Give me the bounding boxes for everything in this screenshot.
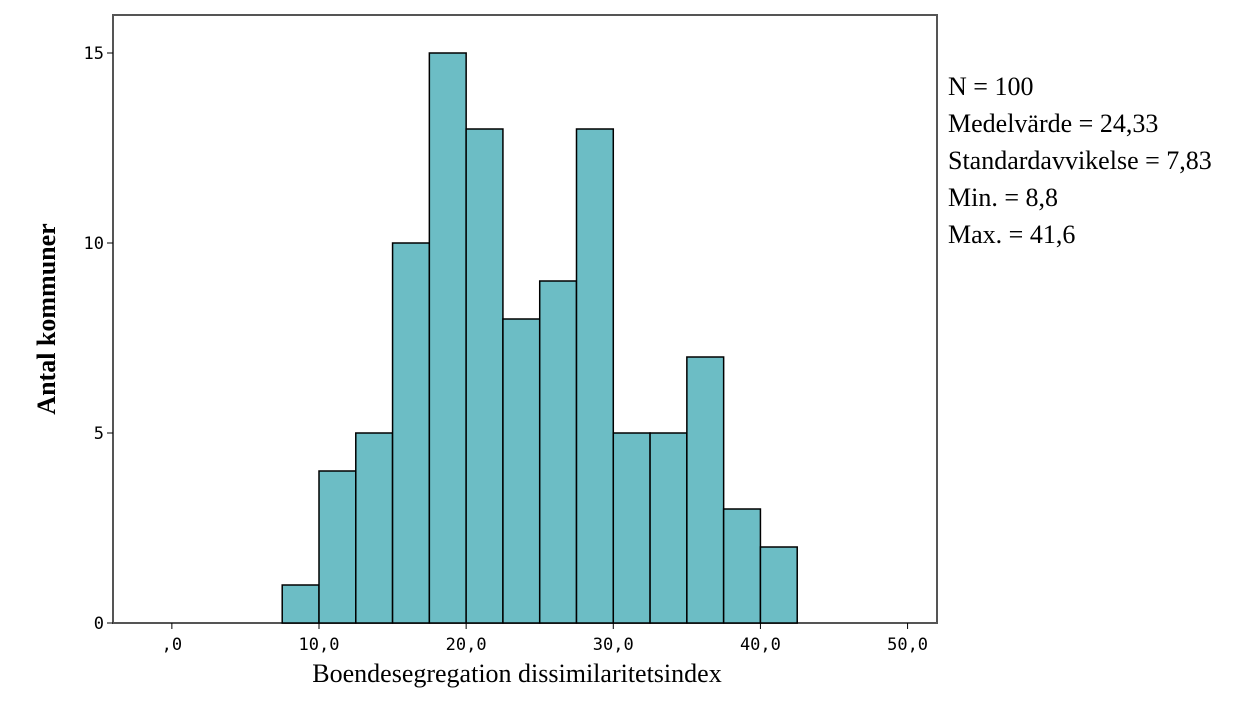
stat-std: Standardavvikelse = 7,83 (948, 146, 1212, 175)
stat-n: N = 100 (948, 72, 1034, 101)
x-axis-label: Boendesegregation dissimilaritetsindex (312, 659, 721, 688)
histogram-bar-5 (465, 128, 504, 624)
y-axis-ticks: 0 5 10 15 (84, 44, 113, 634)
histogram-bar-13 (759, 546, 798, 624)
x-tick-label-1: 10,0 (299, 635, 340, 655)
x-tick-label-3: 30,0 (593, 635, 634, 655)
y-tick-label-0: 0 (94, 614, 104, 634)
x-axis-ticks: ,0 10,0 20,0 30,0 40,0 50,0 (162, 623, 928, 655)
histogram-bar-4 (428, 52, 467, 624)
histogram-bar-6 (502, 318, 541, 624)
y-tick-label-1: 5 (94, 424, 104, 444)
stat-mean: Medelvärde = 24,33 (948, 109, 1159, 138)
x-tick-label-0: ,0 (162, 635, 182, 655)
histogram-bar-0 (281, 584, 320, 624)
histogram-bar-11 (686, 356, 725, 624)
stat-min: Min. = 8,8 (948, 183, 1059, 212)
x-tick-label-2: 20,0 (446, 635, 487, 655)
histogram-bar-8 (575, 128, 615, 624)
histogram-bar-7 (538, 280, 578, 624)
x-tick-label-5: 50,0 (887, 635, 928, 655)
histogram-bar-2 (355, 432, 394, 624)
y-tick-label-3: 15 (84, 44, 104, 64)
histogram-bar-1 (318, 470, 357, 624)
histogram-bars (281, 52, 798, 624)
histogram-bar-9 (612, 432, 651, 624)
stats-box: N = 100 Medelvärde = 24,33 Standardavvik… (948, 68, 1212, 253)
x-tick-label-4: 40,0 (740, 635, 781, 655)
stat-max: Max. = 41,6 (948, 220, 1076, 249)
histogram-bar-12 (722, 508, 762, 624)
histogram-bar-3 (391, 242, 431, 624)
y-tick-label-2: 10 (84, 234, 104, 254)
y-axis-label: Antal kommuner (32, 223, 61, 414)
histogram-bar-10 (649, 432, 688, 624)
